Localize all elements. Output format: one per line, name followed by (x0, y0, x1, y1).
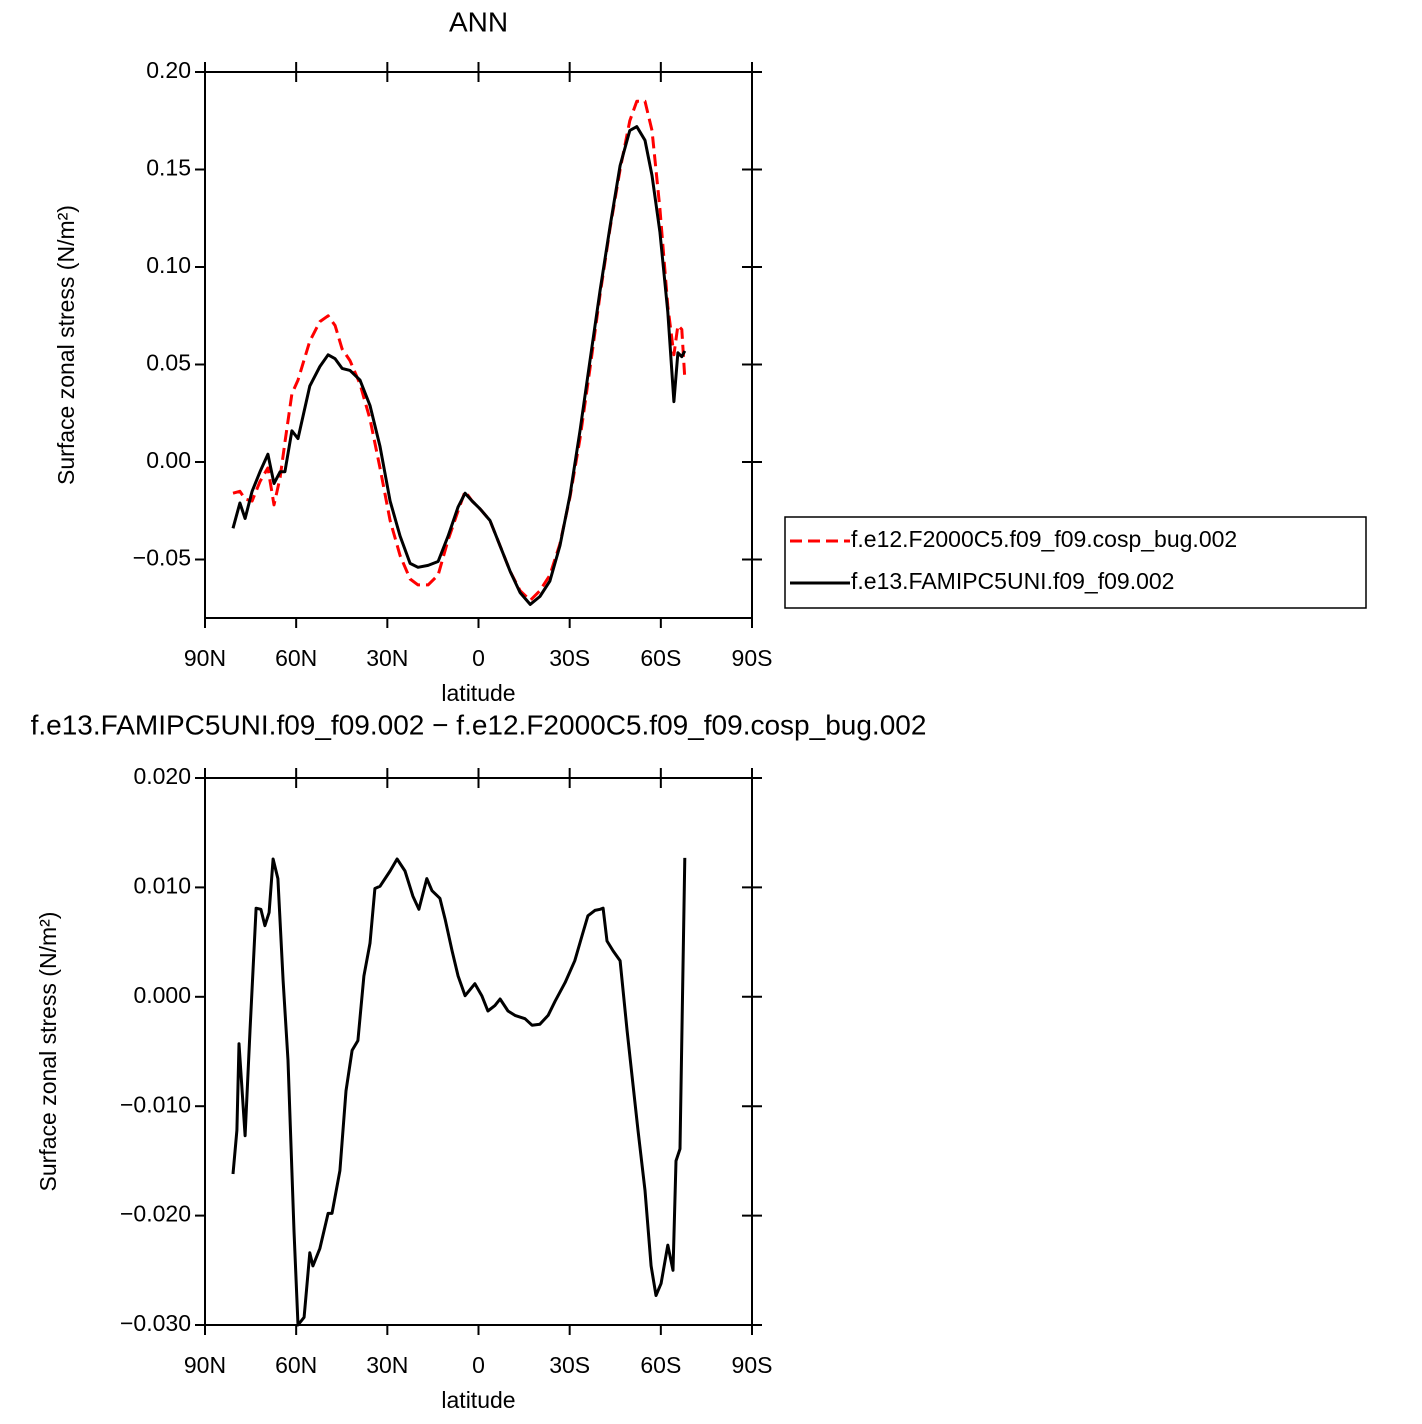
y-tick-label: −0.05 (133, 545, 191, 571)
x-tick-label: 90S (732, 645, 773, 671)
legend-box (784, 516, 1367, 609)
x-tick-label: 0 (472, 1352, 485, 1378)
y-tick-label: 0.010 (133, 872, 191, 898)
y-tick-label: −0.030 (120, 1310, 191, 1336)
x-tick-label: 30S (549, 1352, 590, 1378)
x-tick-label: 60S (640, 645, 681, 671)
x-tick-label: 60N (275, 1352, 317, 1378)
legend-label: f.e12.F2000C5.f09_f09.cosp_bug.002 (851, 526, 1237, 552)
y-tick-label: 0.020 (133, 763, 191, 789)
x-tick-label: 90S (732, 1352, 773, 1378)
y-tick-label: 0.15 (146, 155, 191, 181)
x-tick-label: 30N (366, 645, 408, 671)
x-axis-label: latitude (441, 680, 515, 706)
y-tick-label: 0.05 (146, 350, 191, 376)
y-tick-label: −0.020 (120, 1201, 191, 1227)
y-tick-label: −0.010 (120, 1091, 191, 1117)
x-tick-label: 90N (184, 1352, 226, 1378)
x-tick-label: 90N (184, 645, 226, 671)
x-tick-label: 30S (549, 645, 590, 671)
plot-frame (204, 71, 753, 619)
legend-label: f.e13.FAMIPC5UNI.f09_f09.002 (851, 568, 1174, 594)
x-tick-label: 0 (472, 645, 485, 671)
x-axis-label: latitude (441, 1387, 515, 1413)
y-tick-label: 0.10 (146, 252, 191, 278)
x-tick-label: 60S (640, 1352, 681, 1378)
series-line (231, 125, 687, 606)
y-axis-label: Surface zonal stress (N/m²) (53, 205, 79, 485)
x-tick-label: 30N (366, 1352, 408, 1378)
chart-title: ANN (449, 6, 508, 37)
y-tick-label: 0.00 (146, 447, 191, 473)
y-axis-label: Surface zonal stress (N/m²) (35, 912, 61, 1192)
x-tick-label: 60N (275, 645, 317, 671)
plot-frame (204, 777, 753, 1326)
y-tick-label: 0.000 (133, 982, 191, 1008)
chart-title: f.e13.FAMIPC5UNI.f09_f09.002 − f.e12.F20… (31, 709, 927, 740)
series-line (231, 857, 687, 1327)
y-tick-label: 0.20 (146, 57, 191, 83)
